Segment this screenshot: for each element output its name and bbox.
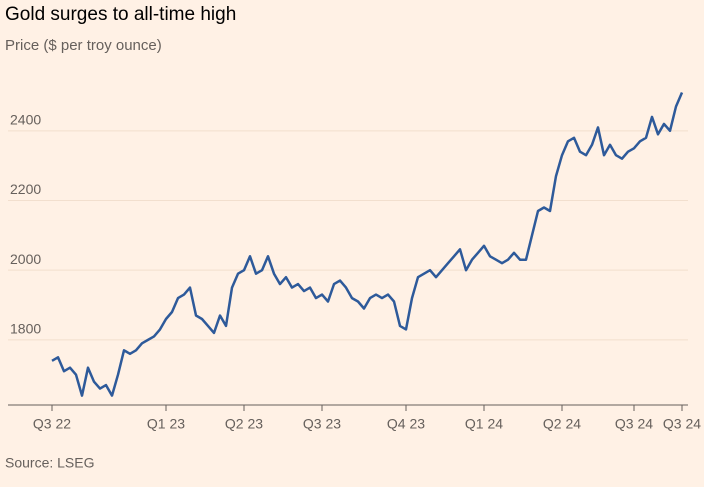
price-line bbox=[51, 92, 684, 397]
source-note: Source: LSEG bbox=[5, 455, 95, 471]
y-tick-label: 2200 bbox=[10, 181, 41, 197]
x-tick-label: Q1 23 bbox=[147, 416, 185, 432]
y-tick-label: 1800 bbox=[10, 321, 41, 337]
chart-title: Gold surges to all-time high bbox=[5, 4, 236, 25]
x-tick-label: Q3 23 bbox=[303, 416, 341, 432]
x-tick-label: Q3 22 bbox=[33, 416, 71, 432]
y-tick-label: 2000 bbox=[10, 251, 41, 267]
chart-subtitle: Price ($ per troy ounce) bbox=[5, 37, 162, 54]
x-tick-label: Q1 24 bbox=[465, 416, 503, 432]
x-tick-label: Q3 24 bbox=[663, 416, 701, 432]
y-tick-label: 2400 bbox=[10, 112, 41, 128]
x-tick-label: Q4 23 bbox=[387, 416, 425, 432]
x-tick-label: Q3 24 bbox=[615, 416, 653, 432]
x-tick-label: Q2 24 bbox=[543, 416, 581, 432]
x-tick-label: Q2 23 bbox=[225, 416, 263, 432]
